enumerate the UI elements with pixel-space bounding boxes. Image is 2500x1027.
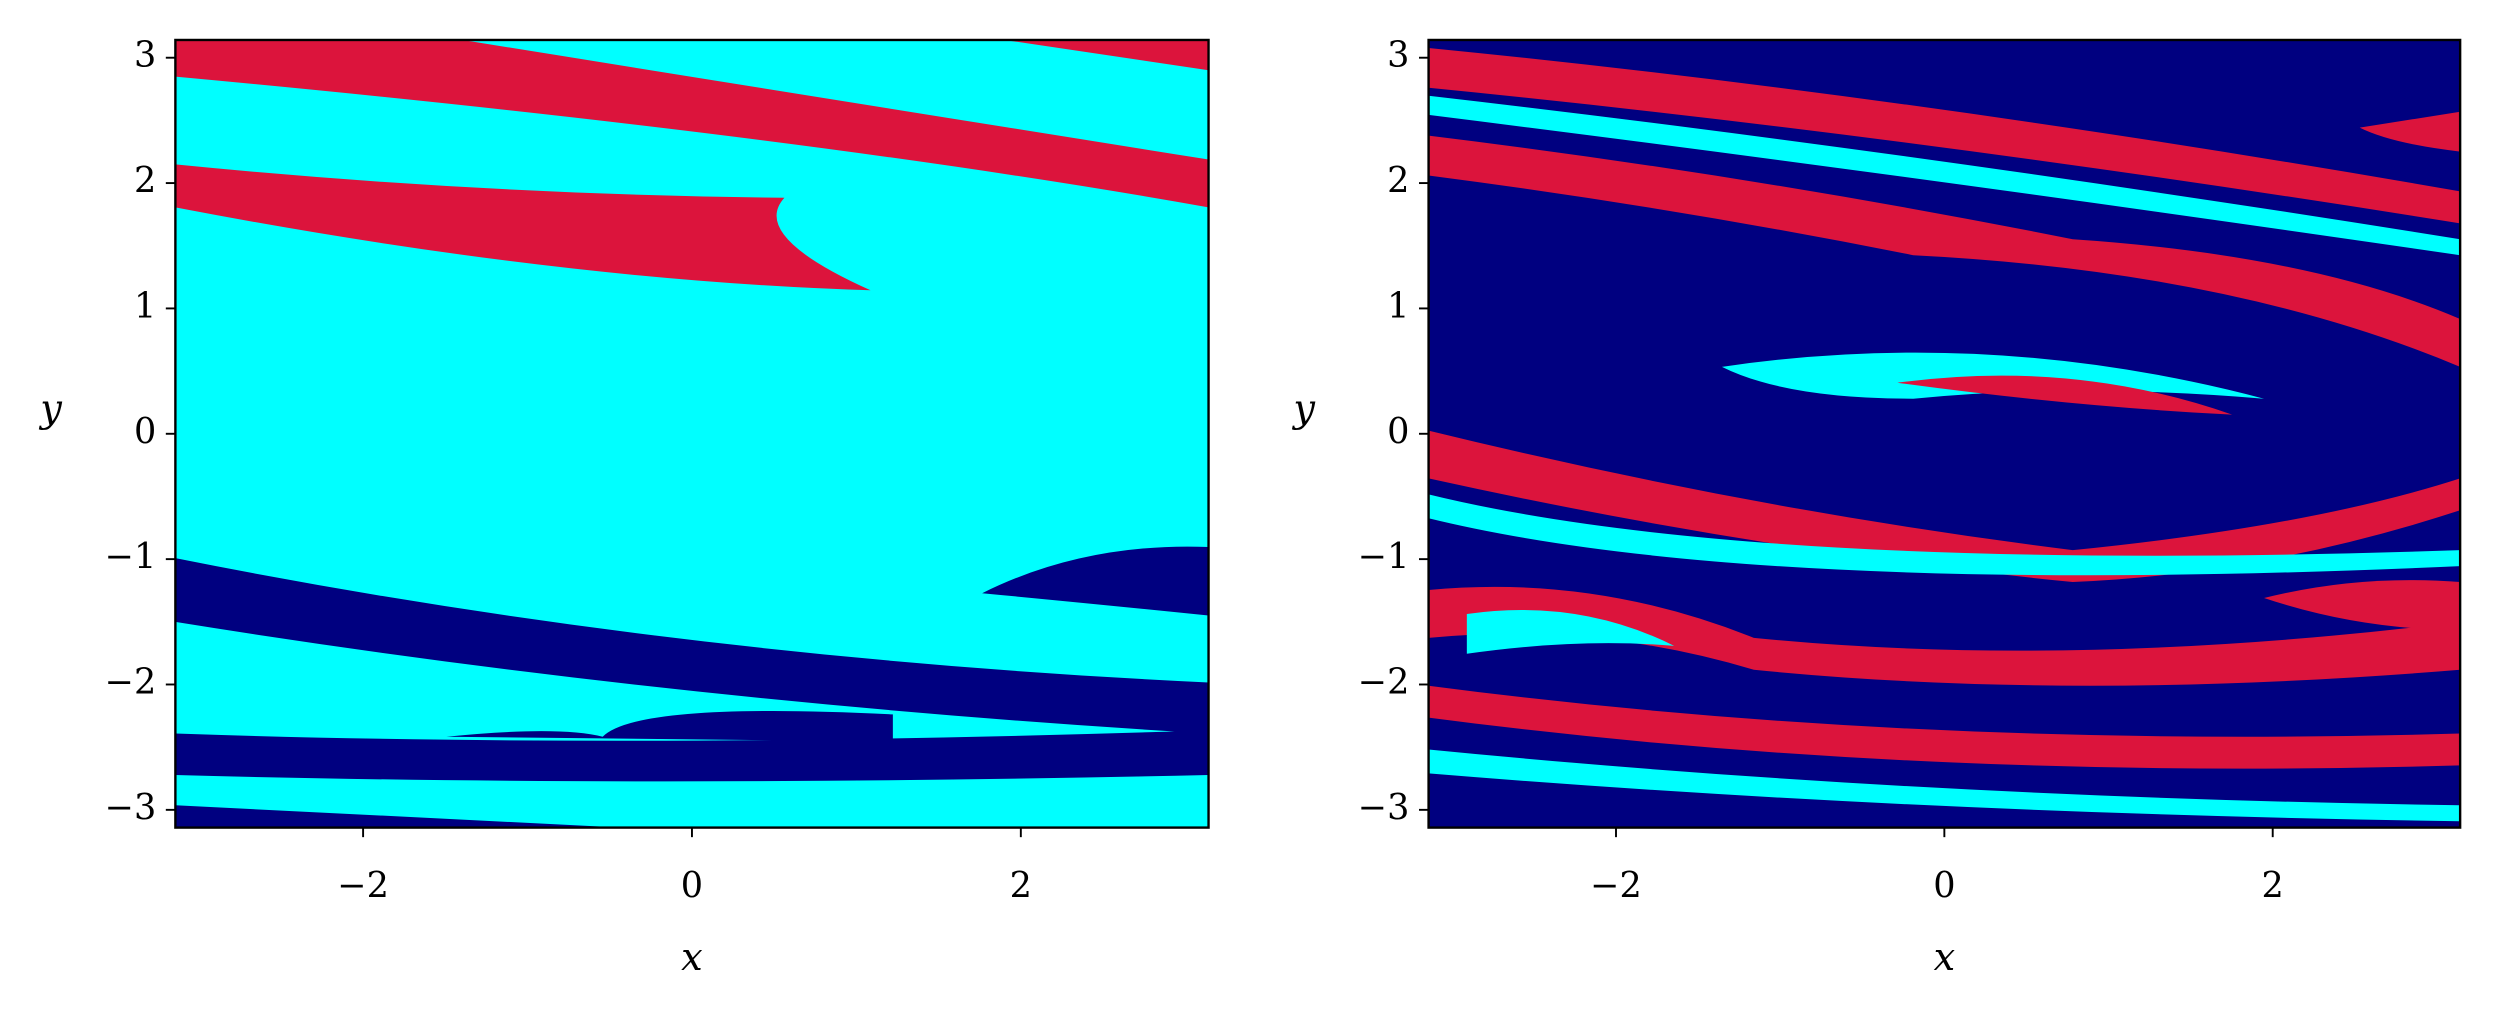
- basin-region: [1428, 95, 2461, 256]
- x-axis-label: x: [1934, 935, 1956, 980]
- basin-region: [175, 164, 871, 291]
- x-tick-label: 0: [1933, 865, 1955, 906]
- x-tick-label: 0: [681, 865, 703, 906]
- y-tick-label: 3: [134, 35, 156, 76]
- y-tick-label: 3: [1387, 35, 1409, 76]
- basin-region: [446, 710, 893, 742]
- basin-region: [1466, 609, 1675, 654]
- basin-region: [2359, 111, 2461, 152]
- y-tick-label: 1: [1387, 285, 1409, 326]
- y-tick-label: −2: [1358, 661, 1410, 702]
- basin-region: [175, 730, 1209, 782]
- x-tick-label: 2: [1010, 865, 1032, 906]
- basin-region: [1428, 586, 2461, 686]
- y-tick-label: 1: [134, 285, 156, 326]
- basin-region: [1428, 135, 2461, 367]
- y-tick-label: 2: [1387, 160, 1409, 201]
- y-tick-label: −2: [105, 661, 157, 702]
- y-tick-label: −3: [105, 787, 157, 828]
- basin-region: [1428, 47, 2461, 224]
- x-tick-label: 2: [2262, 865, 2284, 906]
- basin-map: [175, 39, 1209, 828]
- y-tick-label: 0: [134, 411, 156, 452]
- y-tick-label: 0: [1387, 411, 1409, 452]
- y-tick-label: 2: [134, 160, 156, 201]
- y-tick-label: −3: [1358, 787, 1410, 828]
- basin-region: [2264, 580, 2461, 630]
- basin-region: [175, 558, 1209, 734]
- basin-region: [1428, 749, 2461, 822]
- y-axis-label: y: [38, 386, 62, 431]
- basin-region: [175, 39, 1209, 208]
- y-tick-label: −1: [1358, 536, 1410, 577]
- basin-region: [1428, 685, 2461, 769]
- x-axis-label: x: [681, 935, 703, 980]
- x-tick-label: −2: [1590, 865, 1642, 906]
- x-tick-label: −2: [337, 865, 389, 906]
- basin-region: [1897, 375, 2233, 415]
- basin-region: [1428, 430, 2461, 583]
- y-axis-label: y: [1291, 386, 1315, 431]
- basin-map: [1428, 39, 2461, 828]
- y-tick-label: −1: [105, 536, 157, 577]
- basin-region: [982, 546, 1209, 616]
- basin-region: [1428, 494, 2461, 576]
